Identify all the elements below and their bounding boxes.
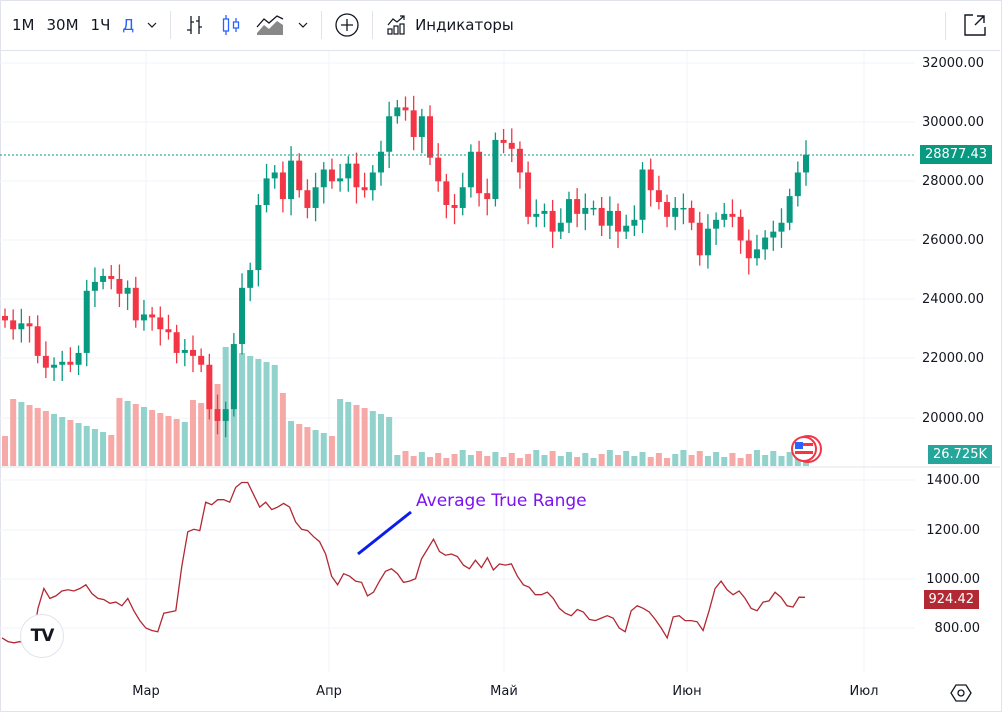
settings-hexagon-icon: [950, 684, 972, 702]
area-chart-icon: [256, 15, 284, 35]
toolbar: 1M 30M 1Ч Д: [0, 0, 1000, 51]
toolbar-divider: [170, 11, 172, 39]
popout-button[interactable]: [960, 10, 990, 40]
us-flag-event-icon[interactable]: [791, 435, 822, 463]
atr-line: [1, 481, 806, 647]
add-symbol-button[interactable]: [328, 8, 366, 42]
interval-1m[interactable]: 1M: [12, 16, 35, 34]
chevron-down-icon: [147, 22, 157, 28]
interval-dropdown[interactable]: [140, 8, 164, 42]
time-axis-label: Мар: [132, 684, 160, 699]
bar-chart-icon: [187, 16, 203, 34]
atr-annotation-text[interactable]: Average True Range: [416, 491, 587, 511]
volume-bars: [2, 347, 809, 466]
time-axis-label: Июн: [672, 684, 702, 699]
area-chart-type-button[interactable]: [249, 8, 291, 42]
price-axis-label: 30000.00: [921, 115, 984, 130]
price-axis-label: 20000.00: [921, 411, 984, 426]
price-axis-label: 26000.00: [921, 233, 984, 248]
atr-axis-label: 1200.00: [926, 523, 980, 538]
indicators-label: Индикаторы: [415, 16, 514, 34]
interval-30m[interactable]: 30M: [46, 16, 79, 34]
indicators-icon: [387, 15, 405, 35]
price-axis-label: 24000.00: [921, 292, 984, 307]
tradingview-logo[interactable]: TV: [20, 614, 64, 658]
last-price-badge: 28877.43: [919, 145, 992, 164]
atr-axis-label: 1400.00: [926, 473, 980, 488]
tv-logo-icon: TV: [30, 626, 55, 646]
chevron-down-icon: [298, 22, 308, 28]
atr-axis-label: 800.00: [934, 621, 981, 636]
toolbar-divider: [321, 11, 323, 39]
bar-chart-type-button[interactable]: [177, 8, 213, 42]
interval-day[interactable]: Д: [122, 16, 135, 34]
chart-settings-button[interactable]: [950, 684, 972, 702]
atr-value-badge: 924.42: [923, 590, 979, 609]
indicators-button[interactable]: Индикаторы: [379, 8, 520, 42]
atr-axis-label: 1000.00: [926, 572, 980, 587]
candles-icon: [222, 15, 240, 35]
grid-lines: [0, 51, 915, 672]
time-axis-label: Июл: [849, 684, 879, 699]
time-axis-label: Апр: [316, 684, 342, 699]
candles-chart-type-button[interactable]: [213, 8, 249, 42]
chart-type-dropdown[interactable]: [291, 8, 315, 42]
volume-badge: 26.725K: [927, 445, 992, 464]
time-axis-label: Май: [490, 684, 518, 699]
candles: [2, 95, 809, 438]
plus-circle-icon: [335, 13, 359, 37]
toolbar-divider: [945, 12, 946, 40]
annotation-trendline[interactable]: [357, 510, 412, 556]
popout-icon: [964, 14, 986, 36]
toolbar-divider: [372, 11, 374, 39]
price-axis-label: 22000.00: [921, 351, 984, 366]
price-axis-label: 28000.00: [921, 174, 984, 189]
interval-1h[interactable]: 1Ч: [90, 16, 111, 34]
price-axis-label: 32000.00: [921, 56, 984, 71]
